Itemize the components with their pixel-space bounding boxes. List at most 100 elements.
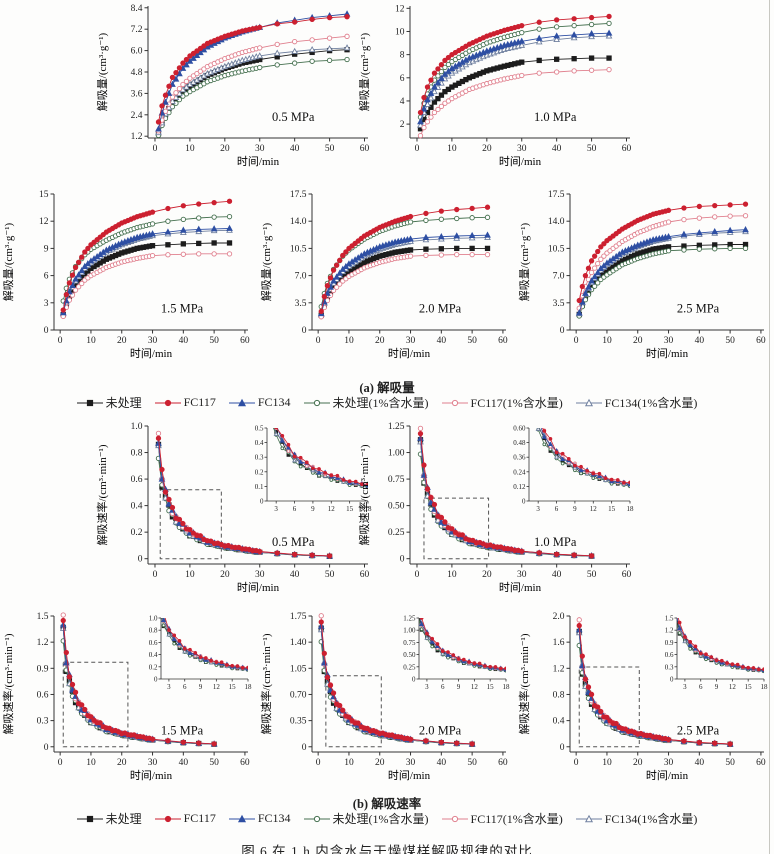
y-axis-title: 解吸速率/(cm³·min⁻¹) bbox=[95, 444, 109, 545]
x-axis-title: 时间/min bbox=[499, 155, 542, 168]
svg-text:0.6: 0.6 bbox=[131, 475, 143, 485]
svg-text:0.3: 0.3 bbox=[665, 663, 674, 671]
svg-text:50: 50 bbox=[209, 758, 219, 768]
svg-text:0: 0 bbox=[522, 498, 526, 506]
series-FC117 bbox=[417, 13, 612, 116]
svg-text:3: 3 bbox=[167, 683, 171, 691]
svg-text:20: 20 bbox=[482, 144, 492, 154]
series-未处理 bbox=[417, 55, 612, 132]
svg-text:6: 6 bbox=[400, 74, 405, 84]
series-FC117(1%含水量) bbox=[60, 251, 233, 320]
y-axis-title: 解吸速率/(cm³·min⁻¹) bbox=[260, 633, 273, 734]
svg-text:20: 20 bbox=[633, 336, 643, 346]
svg-text:30: 30 bbox=[255, 570, 265, 580]
svg-text:0.1: 0.1 bbox=[255, 483, 264, 491]
svg-text:10.5: 10.5 bbox=[290, 244, 307, 254]
series-FC117(1%含水量) bbox=[155, 33, 350, 134]
svg-text:40: 40 bbox=[179, 336, 189, 346]
svg-text:0.4: 0.4 bbox=[553, 717, 565, 727]
y-axis-title: 解吸量/(cm³·g⁻¹) bbox=[260, 222, 273, 301]
x-axis-title: 时间/min bbox=[237, 581, 280, 594]
axes bbox=[50, 193, 248, 334]
svg-text:1.40: 1.40 bbox=[290, 638, 307, 648]
zoom-region-box bbox=[159, 489, 222, 560]
tick-labels: 0 10 20 30 40 50 60 0 3 6 9 12 15 bbox=[39, 190, 250, 346]
svg-text:17.5: 17.5 bbox=[290, 190, 307, 200]
legend-b: 未处理 FC117 FC134 未处理(1%含水量) FC117(1%含水量) FC134… bbox=[0, 810, 774, 827]
svg-text:1.5: 1.5 bbox=[665, 615, 674, 623]
svg-text:4.8: 4.8 bbox=[131, 68, 143, 78]
pressure-annotation: 1.0 MPa bbox=[534, 110, 577, 124]
pressure-annotation: 2.5 MPa bbox=[677, 723, 720, 737]
svg-text:0.35: 0.35 bbox=[290, 717, 307, 727]
svg-text:10: 10 bbox=[344, 336, 354, 346]
svg-text:0.4: 0.4 bbox=[149, 651, 158, 659]
svg-text:9: 9 bbox=[44, 244, 49, 254]
svg-text:50: 50 bbox=[209, 336, 219, 346]
svg-text:40: 40 bbox=[290, 144, 300, 154]
svg-text:60: 60 bbox=[622, 570, 632, 580]
circle-marker-icon bbox=[441, 815, 468, 822]
chart-desorption-amount-1.0mpa: 0 10 20 30 40 50 60 2 4 6 8 10 12 时间/min 解吸量/(cm³·g⁻¹)… bbox=[348, 0, 640, 180]
axes bbox=[406, 425, 630, 568]
circle-marker-icon bbox=[303, 815, 330, 822]
pressure-annotation: 2.5 MPa bbox=[677, 301, 720, 315]
series-FC117 bbox=[318, 619, 475, 747]
axes bbox=[50, 615, 248, 756]
svg-text:1.2: 1.2 bbox=[665, 627, 674, 635]
series-FC117(1%含水量) bbox=[417, 67, 612, 139]
svg-text:0.6: 0.6 bbox=[665, 651, 674, 659]
series-FC117 bbox=[318, 204, 491, 314]
legend-item-5: FC134(1%含水量) bbox=[575, 810, 697, 827]
svg-text:17.5: 17.5 bbox=[548, 190, 565, 200]
svg-text:30: 30 bbox=[664, 336, 674, 346]
legend-item-0: 未处理 bbox=[76, 810, 142, 827]
chart-svg-b-2.5: 0 10 20 30 40 50 6000.40.81.21.62.0时间/min解吸速率/… bbox=[518, 612, 769, 782]
zoom-region-box bbox=[578, 666, 640, 748]
svg-text:3: 3 bbox=[536, 505, 540, 513]
y-axis-title: 解吸速率/(cm³·min⁻¹) bbox=[518, 633, 531, 734]
svg-text:1.6: 1.6 bbox=[553, 638, 565, 648]
svg-text:3.5: 3.5 bbox=[553, 299, 565, 309]
svg-text:0: 0 bbox=[44, 743, 49, 753]
legend-label: 未处理(1%含水量) bbox=[332, 812, 429, 826]
svg-text:30: 30 bbox=[148, 336, 158, 346]
svg-text:9: 9 bbox=[573, 505, 577, 513]
x-axis-title: 时间/min bbox=[388, 347, 431, 360]
svg-text:0: 0 bbox=[574, 336, 579, 346]
y-axis-title: 解吸量/(cm³·g⁻¹) bbox=[518, 222, 531, 301]
svg-text:10: 10 bbox=[344, 758, 354, 768]
legend-label: FC117(1%含水量) bbox=[470, 812, 563, 826]
chart-svg-b-2.0: 0 10 20 30 40 50 6000.350.701.051.401.75时间/min… bbox=[260, 612, 510, 782]
svg-text:40: 40 bbox=[695, 336, 705, 346]
svg-text:30: 30 bbox=[406, 336, 416, 346]
series-FC117 bbox=[155, 14, 350, 125]
x-axis-title: 时间/min bbox=[237, 155, 280, 168]
triangle-marker-icon bbox=[228, 814, 255, 822]
svg-text:0.9: 0.9 bbox=[37, 664, 49, 674]
triangle-marker-icon bbox=[575, 398, 602, 406]
svg-text:12: 12 bbox=[395, 4, 405, 14]
legend-label: FC117(1%含水量) bbox=[470, 396, 563, 410]
inset-chart: 3 6 9 12 15 18 0 0.1 0.2 0.3 0.4 0.5 bbox=[255, 425, 372, 514]
legend-item-5: FC134(1%含水量) bbox=[575, 394, 698, 411]
svg-text:3: 3 bbox=[425, 683, 429, 691]
legend-label: FC134(1%含水量) bbox=[604, 396, 698, 410]
pressure-annotation: 2.0 MPa bbox=[419, 723, 462, 737]
inset-chart: 3 6 9 12 15 18 0 0.12 0.24 0.36 0.48 0.60 bbox=[513, 425, 634, 514]
svg-text:6: 6 bbox=[44, 272, 49, 282]
svg-text:20: 20 bbox=[220, 570, 230, 580]
svg-text:0.6: 0.6 bbox=[149, 639, 158, 647]
svg-text:0.60: 0.60 bbox=[513, 425, 526, 433]
svg-text:30: 30 bbox=[517, 570, 527, 580]
axes bbox=[144, 425, 368, 568]
svg-text:0.8: 0.8 bbox=[553, 690, 565, 700]
svg-text:18: 18 bbox=[761, 683, 769, 691]
x-axis-title: 时间/min bbox=[388, 769, 431, 782]
series-FC134(1%含水量) bbox=[155, 44, 351, 136]
svg-text:0: 0 bbox=[316, 758, 321, 768]
svg-text:1.00: 1.00 bbox=[403, 627, 416, 635]
svg-text:60: 60 bbox=[622, 144, 632, 154]
